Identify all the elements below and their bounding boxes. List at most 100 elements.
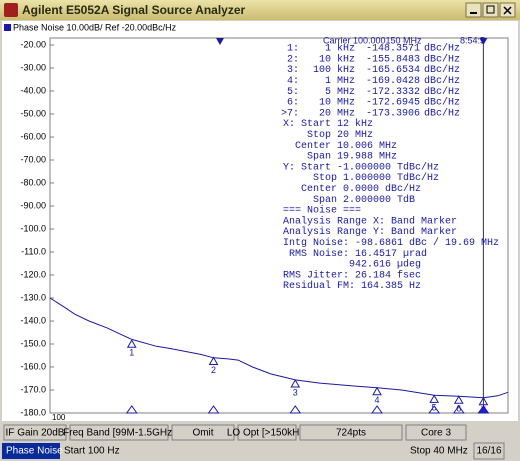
marker-row-label: 3: (287, 65, 299, 76)
start-text: Start 100 Hz (64, 446, 120, 457)
trace-icon (4, 24, 11, 31)
marker-row-label: 6: (287, 98, 299, 109)
axis-marker (289, 405, 302, 414)
marker-row-value: -169.0428 (366, 76, 420, 87)
marker-row-label: 1: (287, 44, 299, 55)
marker-triangle (290, 378, 301, 388)
marker-row-unit: dBc/Hz (424, 75, 460, 87)
annotation-line: Intg Noise: -98.6861 dBc / 19.69 MHz (283, 237, 499, 249)
annotation-line: Stop 20 MHz (283, 130, 373, 141)
y-tick-label: -110.0 (21, 246, 46, 256)
marker-number: 3 (293, 387, 298, 397)
y-tick-label: -60.00 (20, 131, 46, 141)
annotation-line: Center 10.006 MHz (283, 141, 397, 152)
marker-row-unit: dBc/Hz (424, 64, 460, 76)
marker-row-freq: 5 MHz (325, 87, 355, 98)
maximize-button[interactable] (482, 2, 499, 18)
carrier-label: Carrier 100.000150 MHz (323, 35, 422, 45)
marker-row-unit: dBc/Hz (424, 107, 460, 119)
marker-row-value: -173.3906 (366, 108, 420, 119)
maximize-icon (486, 5, 495, 14)
window-title: Agilent E5052A Signal Source Analyzer (22, 3, 246, 17)
y-tick-label: -80.00 (20, 177, 46, 187)
mode-cell[interactable] (2, 443, 60, 459)
status-text: 724pts (336, 428, 366, 439)
marker-row-freq: 1 MHz (325, 76, 355, 87)
y-tick-label: -40.00 (20, 85, 46, 95)
marker-triangle (429, 394, 440, 403)
annotation-line: Span 2.000000 TdB (283, 194, 415, 206)
plot-panel (2, 21, 518, 421)
marker-number: 2 (211, 365, 216, 375)
axis-marker (428, 405, 441, 414)
marker-triangle (453, 395, 464, 404)
y-tick-label: -180.0 (20, 407, 46, 417)
trace (49, 297, 509, 399)
marker-row-unit: dBc/Hz (424, 97, 460, 109)
y-tick-label: -90.00 (20, 200, 46, 210)
y-tick-label: -120.0 (20, 269, 46, 279)
annotation-line: Analysis Range X: Band Marker (283, 215, 457, 227)
band-start-marker (215, 38, 224, 45)
annotation-line: Y: Start -1.000000 TdBc/Hz (283, 161, 439, 173)
marker-number: 4 (375, 395, 380, 405)
status-text: Freq Band [99M-1.5GHz] (63, 428, 175, 439)
status-cell (405, 424, 467, 441)
marker-row-value: -172.3332 (366, 87, 420, 98)
y-tick-label: -130.0 (20, 292, 46, 302)
annotation-line: RMS Noise: 16.4517 µrad (283, 248, 427, 260)
y-tick-label: -70.00 (20, 154, 46, 164)
annotation-line: RMS Jitter: 26.184 fsec (283, 269, 421, 281)
app-icon (4, 3, 18, 17)
stop-text: Stop 40 MHz (410, 446, 468, 457)
marker-row-freq: 10 MHz (319, 98, 355, 109)
marker-number: 6 (456, 404, 461, 414)
marker-row-unit: dBc/Hz (424, 53, 460, 65)
time-label: 8:54:5 (460, 35, 485, 45)
axis-marker (452, 405, 465, 414)
title-bar (0, 0, 520, 20)
marker-row-freq: 10 kHz (319, 53, 355, 65)
annotation-line: === Noise === (283, 205, 361, 217)
marker-row-label: 2: (287, 54, 299, 65)
axis-marker (125, 405, 138, 414)
status-text: Core 3 (421, 428, 451, 439)
marker-row-value: -155.8483 (366, 54, 420, 65)
plot-frame (49, 37, 509, 414)
annotation-line: Span 19.988 MHz (283, 152, 397, 163)
marker-triangle (126, 339, 137, 348)
close-icon (503, 6, 512, 15)
annotation-line: X: Start 12 kHz (283, 118, 373, 130)
y-tick-label: -50.00 (20, 108, 46, 118)
status-cell (69, 424, 169, 441)
y-tick-label: -170.0 (20, 384, 46, 394)
marker-row-freq: 1 kHz (325, 43, 355, 55)
y-tick-label: -150.0 (20, 338, 46, 348)
marker-row-unit: dBc/Hz (424, 43, 460, 55)
marker-row-freq: 100 kHz (313, 64, 355, 76)
x-tick-label: 100 (52, 413, 66, 422)
annotation-line: Center 0.0000 dBc/Hz (283, 183, 421, 195)
status-cell (171, 424, 235, 441)
axis-marker (207, 405, 220, 414)
status-cell (3, 424, 67, 441)
y-tick-label: -100.0 (20, 223, 46, 233)
annotation-line: 942.616 µdeg (283, 259, 421, 271)
marker-row-label: 5: (287, 87, 299, 98)
axis-marker (371, 405, 383, 414)
marker-number: 1 (129, 348, 134, 358)
marker-row-value: -148.3571 (366, 44, 420, 55)
annotation-line: Residual FM: 164.385 Hz (283, 280, 421, 292)
axis-marker (477, 405, 490, 414)
status-text: Omit (192, 428, 213, 439)
y-tick-label: -30.00 (20, 62, 46, 72)
marker-triangle (208, 356, 219, 365)
mode-text: Phase Noise (6, 446, 63, 457)
marker-number: 5 (432, 403, 437, 413)
minimize-button[interactable] (465, 2, 482, 18)
y-tick-label: -140.0 (20, 315, 46, 325)
marker-row-value: -172.6945 (366, 98, 420, 109)
page-cell (473, 442, 505, 460)
marker-row-label: >7: (281, 108, 299, 119)
marker-triangle (372, 386, 382, 396)
